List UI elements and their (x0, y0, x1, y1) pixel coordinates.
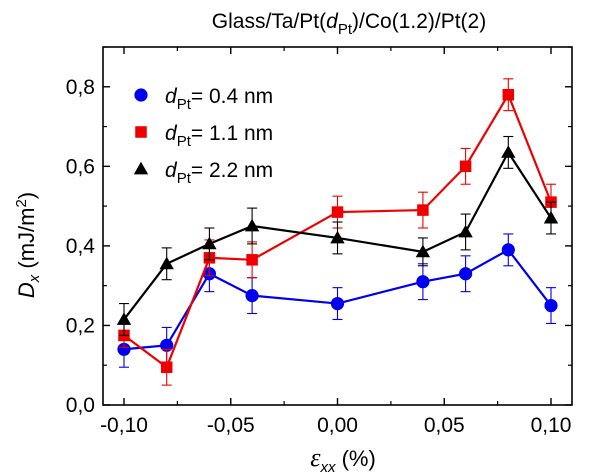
legend-marker (134, 88, 148, 102)
plot-area: -0,10 -0,05 0,00 0,05 0,10 0,0 0,2 0,4 0,6 0,8 dPt… (66, 46, 573, 437)
data-point (459, 160, 472, 173)
data-point (501, 145, 516, 158)
data-point (459, 267, 473, 281)
legend-marker (133, 161, 149, 175)
data-point (416, 275, 430, 289)
data-point (116, 312, 132, 325)
data-point (330, 296, 345, 311)
y-axis-label: Dx (mJ/m2) (13, 192, 43, 298)
y-tick-label: 0,6 (66, 155, 95, 178)
x-tick-label: -0,10 (100, 414, 148, 437)
data-point (417, 204, 429, 216)
data-point (246, 254, 258, 266)
data-point (501, 243, 515, 257)
data-point (202, 236, 217, 250)
legend-entry: dPt= 2.2 nm (165, 159, 273, 187)
data-point (331, 206, 344, 218)
y-tick-label: 0,0 (66, 394, 95, 417)
data-point (245, 289, 259, 303)
y-tick-label: 0,8 (66, 76, 95, 99)
legend-marker (135, 126, 147, 138)
data-point (415, 244, 431, 258)
x-tick-label: 0,00 (317, 414, 358, 437)
legend-entry: dPt= 0.4 nm (165, 85, 273, 113)
x-tick-label: 0,05 (424, 414, 465, 437)
legend-entry: dPt= 1.1 nm (165, 122, 273, 150)
data-point (160, 338, 174, 352)
x-axis-label: εxx (%) (310, 443, 376, 474)
y-tick-label: 0,4 (66, 235, 96, 258)
data-point (244, 218, 260, 232)
data-point (543, 210, 559, 224)
data-point (159, 256, 174, 270)
data-point (544, 298, 558, 313)
y-tick-label: 0,2 (66, 314, 95, 337)
legend: dPt= 0.4 nm dPt= 1.1 nm dPt= 2.2 nm (165, 85, 273, 187)
chart-title: Glass/Ta/Pt(dPt)/Co(1.2)/Pt(2) (212, 10, 486, 38)
data-point (160, 361, 173, 373)
data-point (502, 88, 515, 101)
x-tick-label: 0,10 (531, 414, 572, 437)
data-point (117, 342, 131, 356)
data-point (458, 224, 473, 238)
data-point (330, 230, 345, 244)
x-tick-label: -0,05 (207, 414, 255, 437)
